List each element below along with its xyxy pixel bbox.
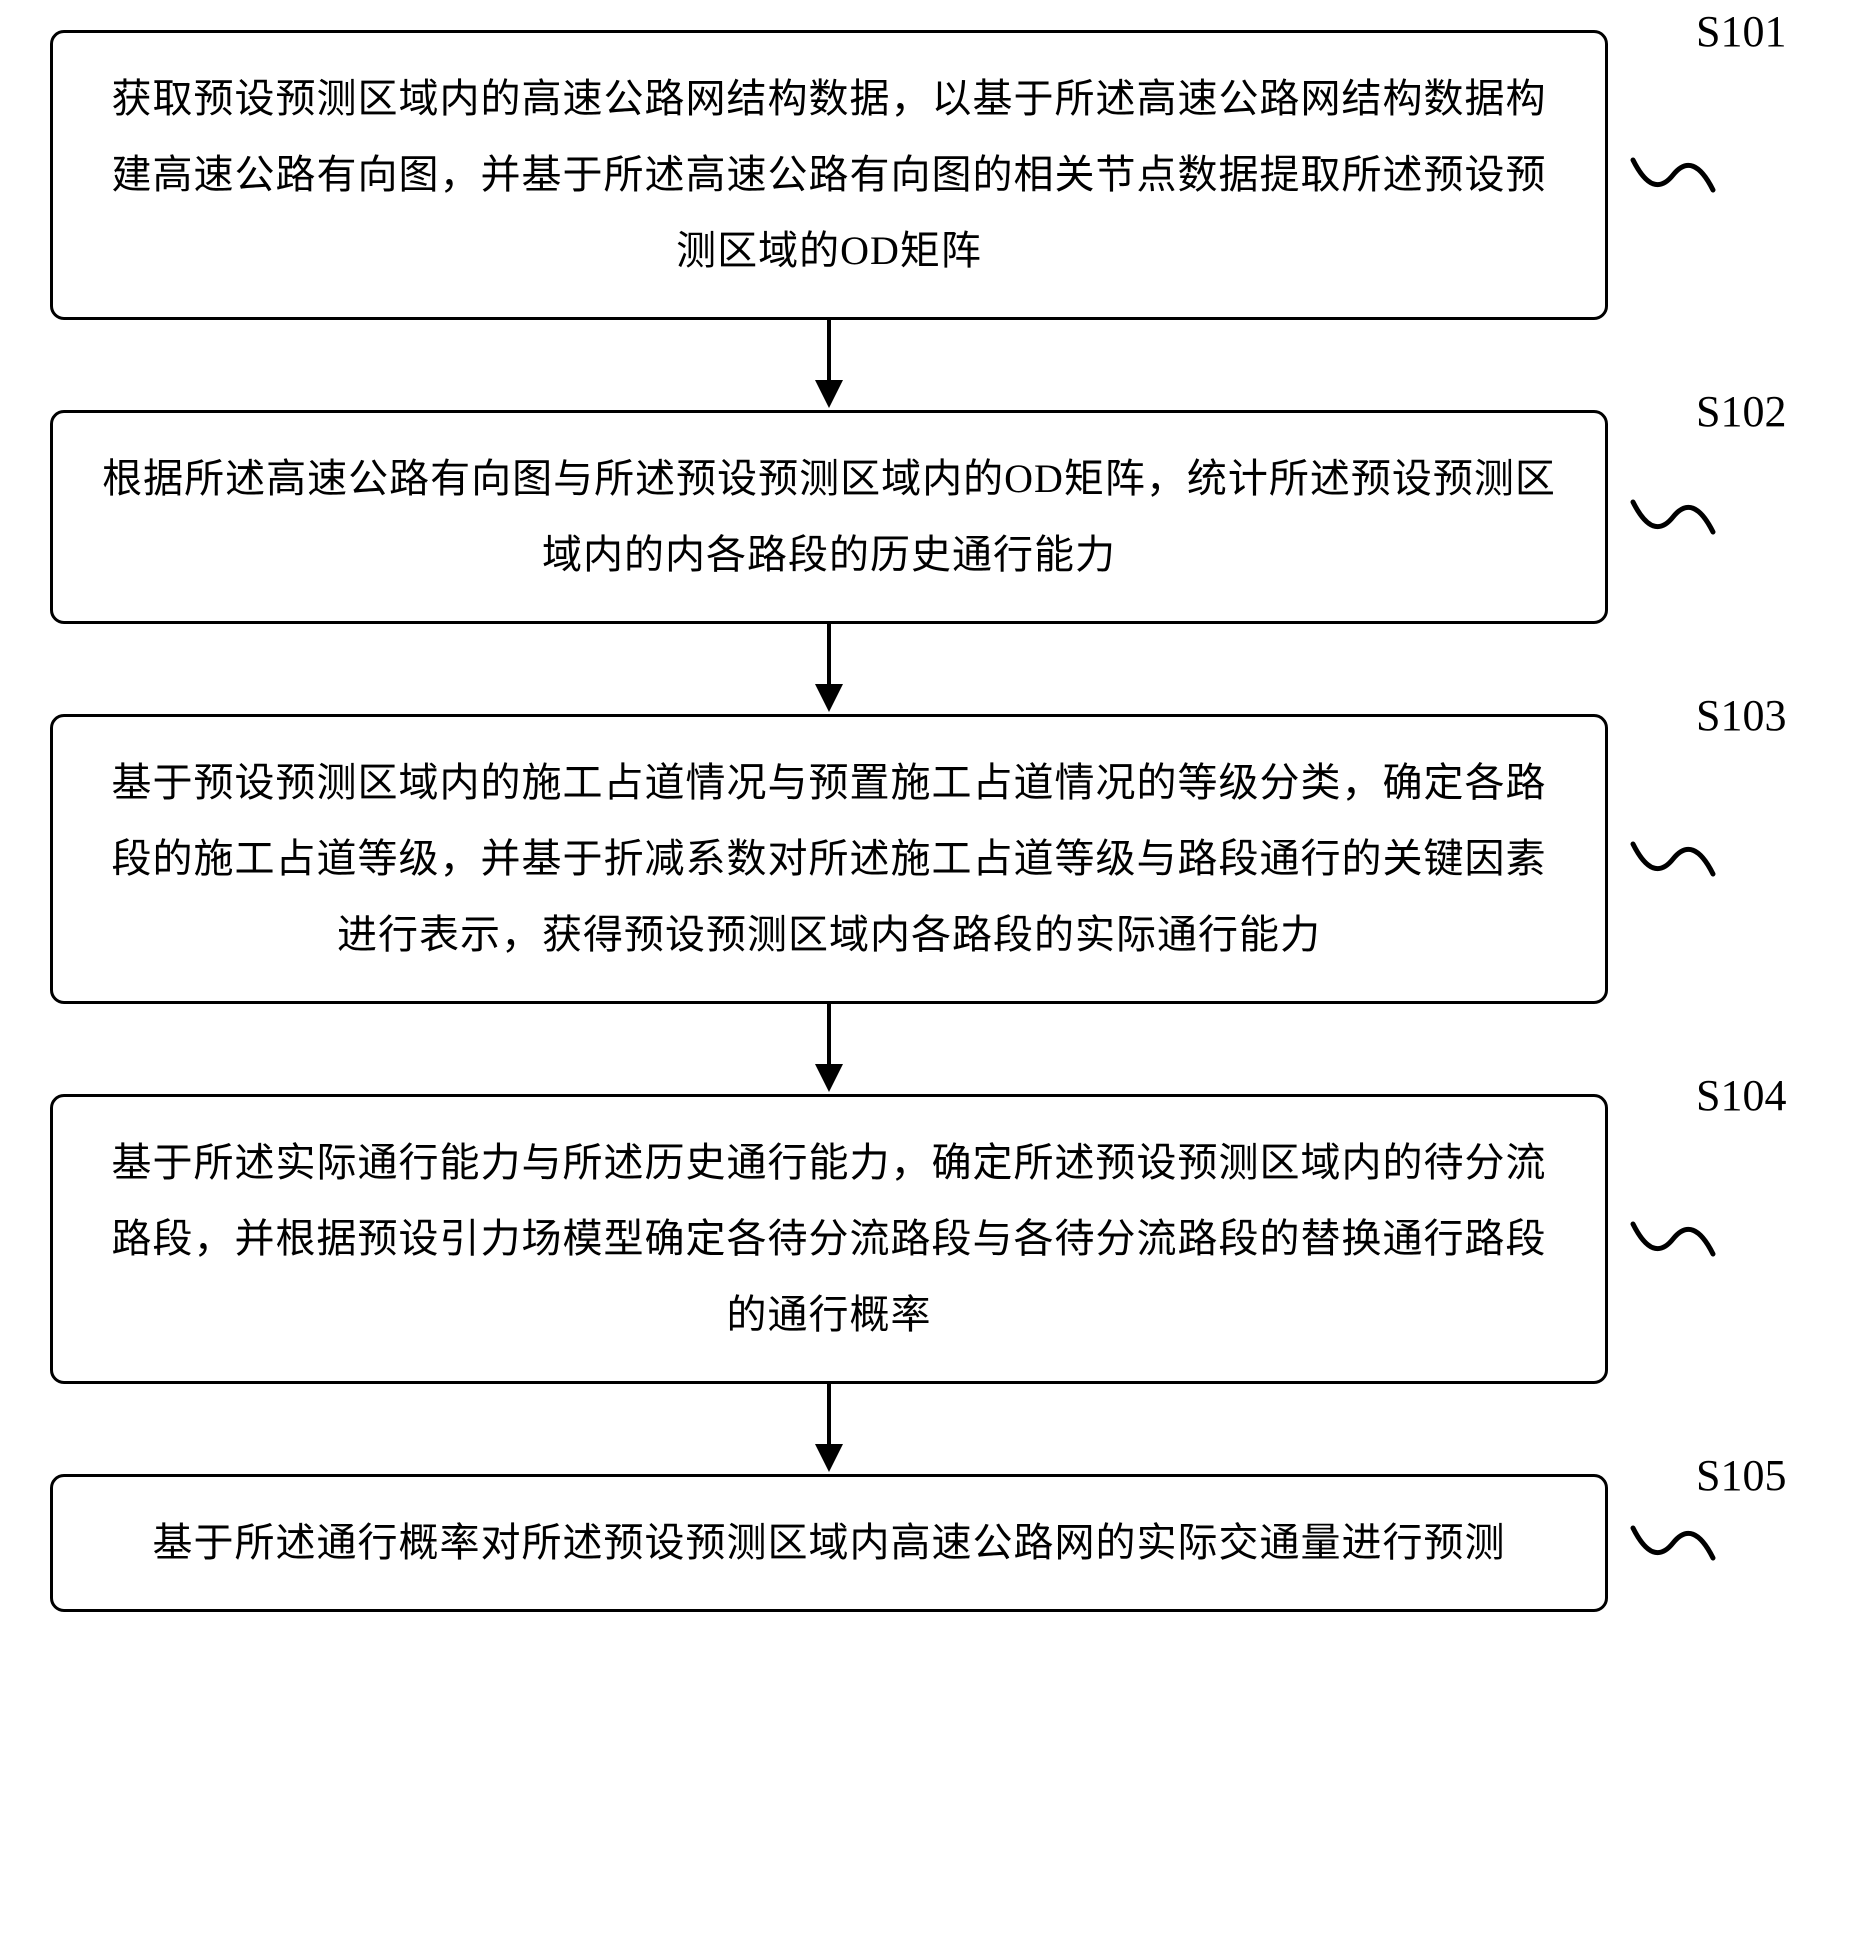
tilde-connector-icon	[1628, 487, 1718, 547]
step-box-s105: 基于所述通行概率对所述预设预测区域内高速公路网的实际交通量进行预测	[50, 1474, 1608, 1612]
step-label-s104: S104	[1696, 1070, 1786, 1121]
step-label-wrap-s105: S105	[1638, 1474, 1818, 1612]
step-label-wrap-s102: S102	[1638, 410, 1818, 624]
step-row-s101: 获取预设预测区域内的高速公路网结构数据，以基于所述高速公路网结构数据构建高速公路…	[50, 30, 1818, 320]
step-text-s104: 基于所述实际通行能力与所述历史通行能力，确定所述预设预测区域内的待分流路段，并根…	[93, 1125, 1565, 1353]
step-row-s105: 基于所述通行概率对所述预设预测区域内高速公路网的实际交通量进行预测 S105	[50, 1474, 1818, 1612]
step-text-s102: 根据所述高速公路有向图与所述预设预测区域内的OD矩阵，统计所述预设预测区域内的内…	[93, 441, 1565, 593]
tilde-connector-icon	[1628, 829, 1718, 889]
step-row-s102: 根据所述高速公路有向图与所述预设预测区域内的OD矩阵，统计所述预设预测区域内的内…	[50, 410, 1818, 624]
step-label-wrap-s104: S104	[1638, 1094, 1818, 1384]
step-row-s104: 基于所述实际通行能力与所述历史通行能力，确定所述预设预测区域内的待分流路段，并根…	[50, 1094, 1818, 1384]
step-label-s103: S103	[1696, 690, 1786, 741]
tilde-connector-icon	[1628, 1209, 1718, 1269]
step-box-s104: 基于所述实际通行能力与所述历史通行能力，确定所述预设预测区域内的待分流路段，并根…	[50, 1094, 1608, 1384]
arrow-s103-s104	[50, 1004, 1818, 1094]
arrow-s101-s102	[50, 320, 1818, 410]
tilde-connector-icon	[1628, 1513, 1718, 1573]
step-box-s101: 获取预设预测区域内的高速公路网结构数据，以基于所述高速公路网结构数据构建高速公路…	[50, 30, 1608, 320]
step-box-s102: 根据所述高速公路有向图与所述预设预测区域内的OD矩阵，统计所述预设预测区域内的内…	[50, 410, 1608, 624]
step-text-s101: 获取预设预测区域内的高速公路网结构数据，以基于所述高速公路网结构数据构建高速公路…	[93, 61, 1565, 289]
step-box-s103: 基于预设预测区域内的施工占道情况与预置施工占道情况的等级分类，确定各路段的施工占…	[50, 714, 1608, 1004]
arrow-s102-s103	[50, 624, 1818, 714]
step-text-s103: 基于预设预测区域内的施工占道情况与预置施工占道情况的等级分类，确定各路段的施工占…	[93, 745, 1565, 973]
step-label-s105: S105	[1696, 1450, 1786, 1501]
flowchart-container: 获取预设预测区域内的高速公路网结构数据，以基于所述高速公路网结构数据构建高速公路…	[50, 30, 1818, 1612]
step-row-s103: 基于预设预测区域内的施工占道情况与预置施工占道情况的等级分类，确定各路段的施工占…	[50, 714, 1818, 1004]
step-label-wrap-s103: S103	[1638, 714, 1818, 1004]
step-label-s102: S102	[1696, 386, 1786, 437]
arrow-s104-s105	[50, 1384, 1818, 1474]
step-text-s105: 基于所述通行概率对所述预设预测区域内高速公路网的实际交通量进行预测	[93, 1505, 1565, 1581]
step-label-wrap-s101: S101	[1638, 30, 1818, 320]
tilde-connector-icon	[1628, 145, 1718, 205]
step-label-s101: S101	[1696, 6, 1786, 57]
